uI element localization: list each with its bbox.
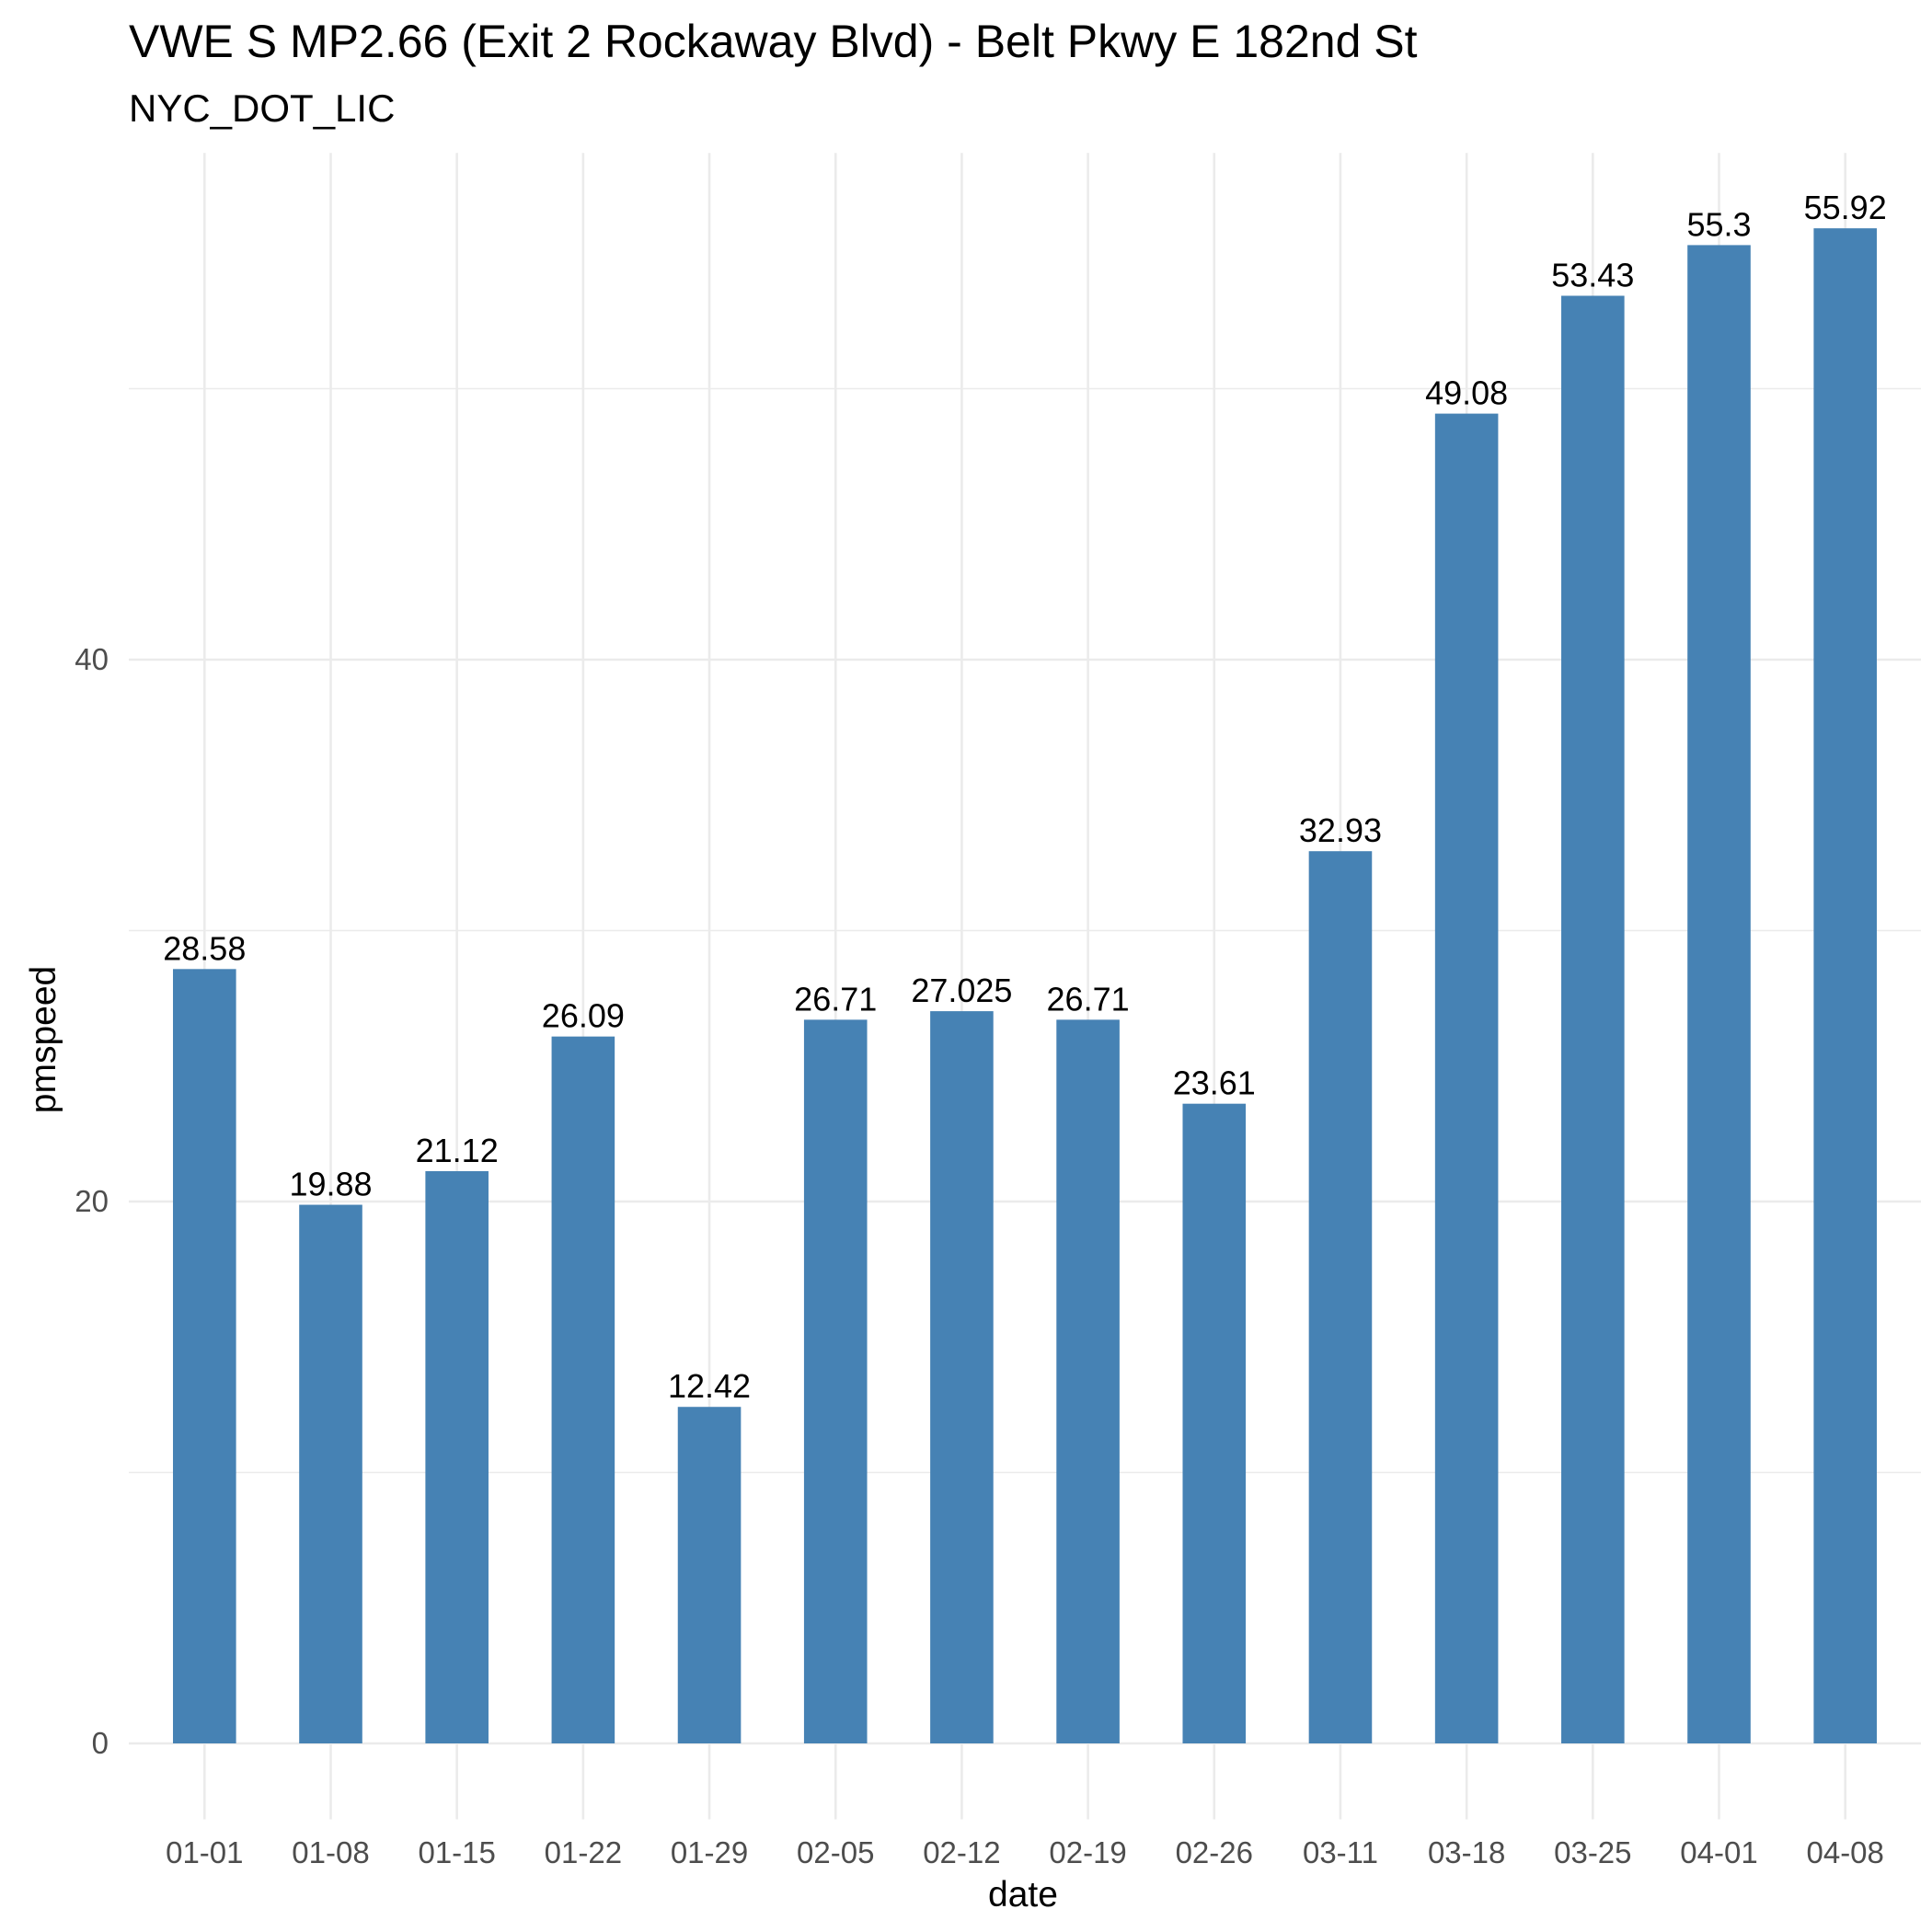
bar-value-label: 55.92 [1804,189,1887,226]
bar-value-label: 32.93 [1299,811,1382,849]
y-tick-label: 20 [75,1184,109,1218]
bar-value-label: 12.42 [668,1367,751,1405]
x-tick-label: 02-19 [1049,1835,1126,1869]
x-tick-label: 02-05 [797,1835,874,1869]
x-tick-label: 01-08 [292,1835,369,1869]
bar-03-11 [1308,851,1373,1743]
bar-value-label: 21.12 [416,1132,499,1169]
bar-04-08 [1813,228,1877,1743]
bar-value-label: 55.3 [1686,205,1751,243]
bar-02-26 [1182,1103,1247,1743]
x-tick-label: 04-01 [1680,1835,1757,1869]
bar-04-01 [1687,245,1751,1743]
bar-value-label: 53.43 [1551,256,1634,293]
x-axis-tick-labels: 01-01 01-08 01-15 01-22 01-29 02-05 02-12 02-19… [166,1835,1884,1869]
y-tick-label: 0 [92,1726,109,1760]
chart-title: VWE S MP2.66 (Exit 2 Rockaway Blvd) - Be… [129,16,1418,67]
x-tick-label: 01-22 [545,1835,622,1869]
bar-03-25 [1561,295,1625,1743]
x-axis-title: date [988,1875,1058,1915]
x-tick-label: 01-01 [166,1835,243,1869]
bar-value-label: 19.88 [289,1166,372,1203]
x-tick-label: 02-12 [923,1835,1000,1869]
bar-03-18 [1434,413,1499,1743]
x-tick-label: 03-11 [1303,1835,1378,1869]
bar-value-label: 23.61 [1173,1064,1256,1102]
x-tick-label: 03-25 [1554,1835,1631,1869]
gridlines [129,153,1921,1820]
x-tick-label: 01-15 [418,1835,495,1869]
chart-subtitle: NYC_DOT_LIC [129,86,395,130]
bar-value-labels: 28.58 19.88 21.12 26.09 12.42 26.71 27.025 26.7… [163,189,1886,1405]
bar-02-05 [803,1019,868,1743]
y-axis-tick-labels: 0 20 40 [75,642,109,1760]
bar-01-15 [425,1171,489,1743]
bar-value-label: 26.71 [794,980,877,1018]
bar-value-label: 49.08 [1425,374,1508,412]
bar-value-label: 26.71 [1047,980,1130,1018]
bar-02-19 [1056,1019,1120,1743]
bar-01-29 [677,1407,742,1743]
x-tick-label: 01-29 [671,1835,748,1869]
bar-value-label: 27.025 [911,972,1012,1009]
bar-02-12 [930,1011,994,1743]
bar-01-08 [299,1204,362,1743]
bar-value-label: 26.09 [542,997,625,1035]
x-tick-label: 02-26 [1176,1835,1253,1869]
bar-01-01 [173,969,236,1743]
x-tick-label: 04-08 [1806,1835,1883,1869]
bar-value-label: 28.58 [163,929,246,967]
bar-01-22 [551,1036,615,1743]
x-tick-label: 03-18 [1428,1835,1505,1869]
y-tick-label: 40 [75,642,109,676]
y-axis-title: pmspeed [24,966,63,1113]
bars [173,228,1877,1743]
